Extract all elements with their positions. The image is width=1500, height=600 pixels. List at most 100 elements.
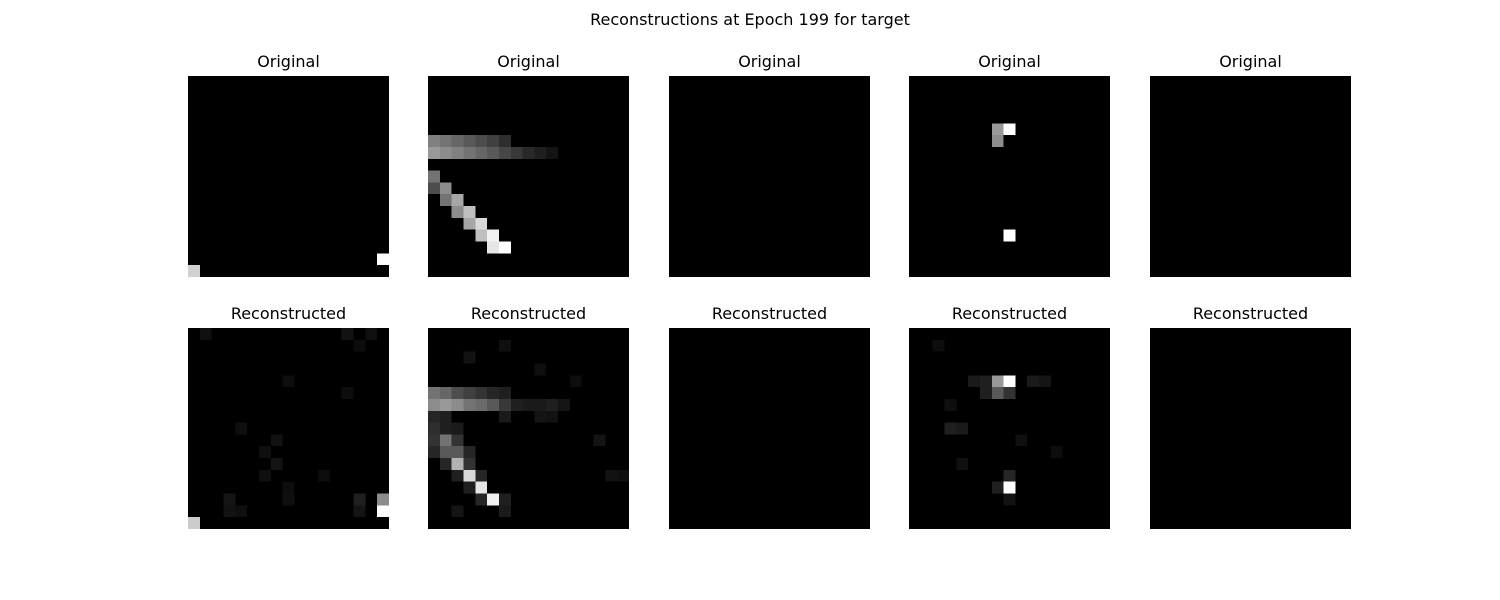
heatmap-cell — [428, 387, 440, 399]
heatmap-cell — [956, 458, 969, 470]
heatmap-cell — [451, 206, 464, 218]
heatmap-cell — [1003, 481, 1016, 494]
heatmap-cell — [991, 375, 1004, 388]
heatmap-reconstructed-1 — [188, 328, 389, 529]
heatmap-cell — [377, 493, 389, 506]
heatmap-cell — [282, 481, 295, 494]
heatmap-cell — [199, 328, 212, 340]
heatmap-cell — [991, 481, 1004, 494]
heatmap-cell — [353, 493, 366, 506]
heatmap-original-4 — [909, 76, 1110, 277]
heatmap-cell — [439, 387, 452, 399]
panel-title-reconstructed-2: Reconstructed — [470, 304, 587, 323]
panel-title-reconstructed-3: Reconstructed — [711, 304, 828, 323]
heatmap-cell — [428, 410, 440, 423]
heatmap-cell — [487, 229, 499, 242]
heatmap-cell — [235, 422, 248, 435]
heatmap-cell — [487, 146, 499, 159]
heatmap-cell — [451, 387, 464, 399]
heatmap-cell — [1003, 375, 1016, 388]
heatmap-cell — [428, 170, 440, 183]
heatmap-cell — [498, 241, 511, 254]
heatmap-background — [188, 76, 389, 277]
heatmap-cell — [1003, 493, 1016, 506]
heatmap-cell — [223, 505, 236, 518]
heatmap-background — [1150, 328, 1351, 529]
heatmap-cell — [428, 182, 440, 195]
heatmap-cell — [270, 434, 283, 447]
heatmap-cell — [439, 146, 452, 159]
heatmap-cell — [428, 135, 440, 147]
heatmap-cell — [439, 410, 452, 423]
heatmap-cell — [341, 328, 354, 340]
heatmap-reconstructed-4 — [909, 328, 1110, 529]
heatmap-cell — [487, 135, 499, 147]
heatmap-cell — [318, 469, 330, 482]
heatmap-cell — [463, 387, 476, 399]
heatmap-cell — [1039, 375, 1051, 388]
heatmap-cell — [439, 458, 452, 470]
heatmap-cell — [270, 458, 283, 470]
heatmap-cell — [451, 194, 464, 207]
heatmap-cell — [1050, 446, 1063, 459]
heatmap-cell — [498, 410, 511, 423]
panel-title-original-3: Original — [738, 52, 801, 71]
heatmap-cell — [428, 446, 440, 459]
heatmap-cell — [487, 398, 499, 411]
heatmap-cell — [498, 505, 511, 518]
heatmap-cell — [498, 339, 511, 352]
heatmap-cell — [487, 493, 499, 506]
heatmap-cell — [1003, 387, 1016, 399]
heatmap-cell — [258, 469, 271, 482]
heatmap-cell — [235, 505, 248, 518]
heatmap-cell — [428, 434, 440, 447]
heatmap-cell — [463, 481, 476, 494]
heatmap-cell — [546, 146, 559, 159]
heatmap-cell — [546, 398, 559, 411]
heatmap-cell — [522, 146, 535, 159]
heatmap-cell — [188, 265, 200, 277]
heatmap-cell — [487, 387, 499, 399]
heatmap-cell — [475, 217, 488, 230]
heatmap-cell — [944, 398, 957, 411]
heatmap-cell — [451, 469, 464, 482]
heatmap-cell — [463, 469, 476, 482]
heatmap-original-3 — [669, 76, 870, 277]
heatmap-reconstructed-5 — [1150, 328, 1351, 529]
heatmap-background — [669, 328, 870, 529]
heatmap-cell — [463, 446, 476, 459]
heatmap-cell — [498, 146, 511, 159]
heatmap-original-1 — [188, 76, 389, 277]
heatmap-cell — [991, 135, 1004, 147]
heatmap-cell — [188, 517, 200, 529]
heatmap-cell — [282, 375, 295, 388]
heatmap-cell — [522, 398, 535, 411]
heatmap-cell — [451, 398, 464, 411]
heatmap-cell — [1015, 434, 1028, 447]
heatmap-cell — [487, 241, 499, 254]
heatmap-cell — [439, 398, 452, 411]
heatmap-cell — [463, 135, 476, 147]
heatmap-cell — [439, 182, 452, 195]
heatmap-cell — [428, 146, 440, 159]
heatmap-background — [1150, 76, 1351, 277]
heatmap-cell — [377, 253, 389, 266]
heatmap-cell — [365, 328, 378, 340]
heatmap-background — [909, 76, 1110, 277]
panel-title-original-4: Original — [978, 52, 1041, 71]
heatmap-cell — [439, 434, 452, 447]
heatmap-background — [428, 76, 629, 277]
heatmap-cell — [341, 387, 354, 399]
heatmap-cell — [475, 146, 488, 159]
heatmap-cell — [377, 505, 389, 518]
heatmap-cell — [439, 135, 452, 147]
heatmap-cell — [593, 434, 606, 447]
panel-title-reconstructed-5: Reconstructed — [1192, 304, 1309, 323]
heatmap-cell — [534, 398, 547, 411]
heatmap-original-5 — [1150, 76, 1351, 277]
heatmap-cell — [979, 375, 992, 388]
heatmap-cell — [1003, 469, 1016, 482]
heatmap-cell — [956, 422, 969, 435]
heatmap-cell — [498, 398, 511, 411]
panel-title-original-1: Original — [257, 52, 320, 71]
